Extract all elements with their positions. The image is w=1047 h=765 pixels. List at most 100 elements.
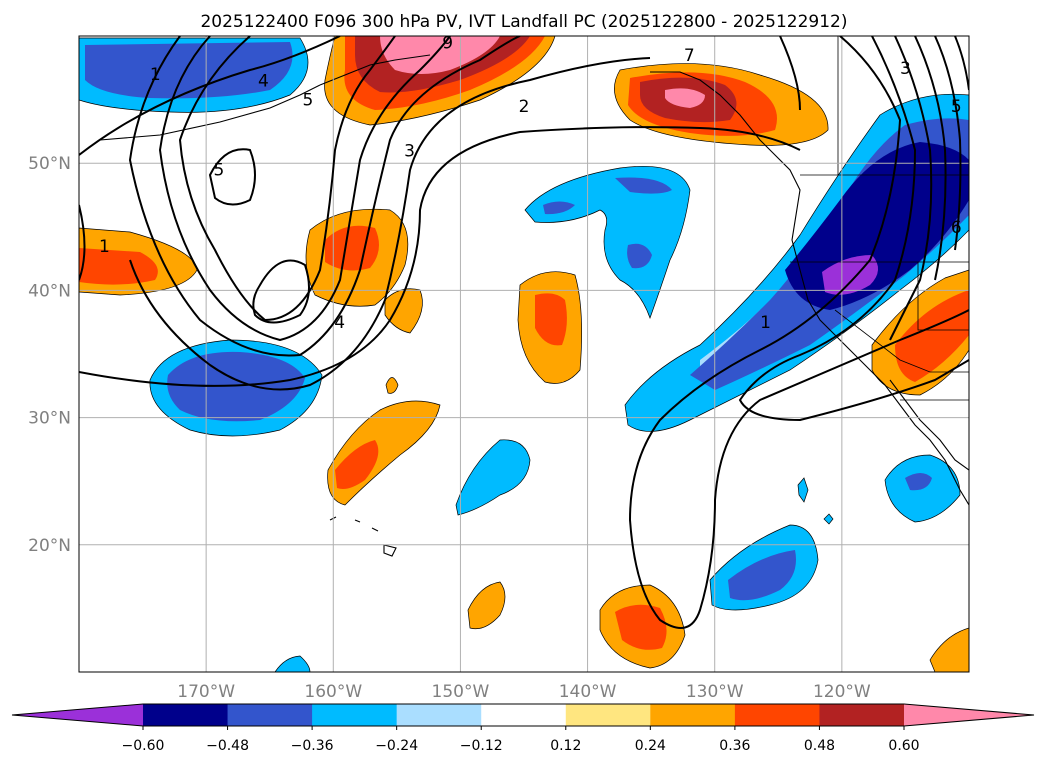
pv-contour bbox=[628, 36, 969, 629]
pv-contour bbox=[914, 36, 947, 281]
negative-anomaly-core bbox=[615, 177, 672, 194]
pv-contour bbox=[738, 36, 969, 422]
colorbar-tick-label: 0.12 bbox=[550, 738, 581, 754]
colorbar-extend-min bbox=[12, 704, 143, 726]
x-tick-label: 170°W bbox=[177, 682, 235, 702]
y-tick-label: 30°N bbox=[28, 409, 71, 429]
contour-label: 5 bbox=[951, 97, 962, 117]
contour-label: 1 bbox=[99, 237, 110, 257]
map-plot-area: 1 1 4 5 5 3 2 4 7 9 3 5 1 6 bbox=[79, 33, 969, 672]
positive-anomaly-region bbox=[929, 627, 969, 672]
negative-anomaly-region bbox=[823, 513, 834, 525]
colorbar-bin bbox=[565, 704, 651, 726]
y-tick-label: 40°N bbox=[28, 281, 71, 301]
colorbar: −0.60 −0.48 −0.36 −0.24 −0.12 0.12 0.24 0.36 0.4… bbox=[11, 703, 1035, 754]
colorbar-tick-label: −0.60 bbox=[122, 738, 165, 754]
x-tick-label: 160°W bbox=[304, 682, 362, 702]
positive-anomaly-region bbox=[384, 288, 423, 334]
colorbar-extend-max bbox=[904, 704, 1034, 726]
contour-label: 1 bbox=[760, 313, 771, 333]
positive-anomaly-mid bbox=[325, 225, 379, 271]
contour-labels: 1 1 4 5 5 3 2 4 7 9 3 5 1 6 bbox=[99, 33, 962, 333]
negative-anomaly-core bbox=[85, 42, 293, 99]
y-tick-label: 20°N bbox=[28, 536, 71, 556]
colorbar-tick-label: −0.48 bbox=[206, 738, 249, 754]
positive-anomaly-mid bbox=[335, 440, 379, 489]
shaded-fields bbox=[79, 36, 969, 672]
colorbar-bin bbox=[819, 704, 905, 726]
colorbar-bin bbox=[312, 704, 398, 726]
contour-label: 5 bbox=[213, 161, 224, 181]
negative-anomaly-peak bbox=[822, 255, 879, 295]
colorbar-bin bbox=[227, 704, 313, 726]
negative-anomaly-core bbox=[627, 243, 652, 269]
x-tick-label: 150°W bbox=[432, 682, 490, 702]
positive-anomaly-peak bbox=[665, 88, 705, 108]
contour-label: 9 bbox=[442, 33, 453, 53]
negative-anomaly-core bbox=[167, 351, 305, 422]
colorbar-tick-label: 0.48 bbox=[804, 738, 835, 754]
pv-contour bbox=[779, 36, 801, 111]
x-tick-label: 140°W bbox=[559, 682, 617, 702]
x-tick-label: 120°W bbox=[813, 682, 871, 702]
positive-anomaly-peak bbox=[380, 36, 500, 74]
pv-contour bbox=[129, 57, 651, 391]
pv-contour bbox=[79, 126, 801, 387]
contour-label: 5 bbox=[302, 91, 313, 111]
contour-label: 1 bbox=[150, 65, 161, 85]
positive-anomaly-mid bbox=[535, 293, 567, 346]
gulf-of-california-coast bbox=[889, 379, 969, 471]
pv-contour bbox=[954, 36, 969, 91]
negative-anomaly-core bbox=[905, 473, 932, 491]
pv-contours bbox=[79, 36, 969, 629]
north-america-coastline bbox=[650, 71, 969, 506]
pv-contour bbox=[79, 204, 86, 281]
axis-ticks: 170°W 160°W 150°W 140°W 130°W 120°W 50°N 40°N 30… bbox=[28, 154, 871, 702]
negative-anomaly-region bbox=[455, 439, 531, 516]
pv-contour bbox=[252, 259, 310, 324]
contour-label: 4 bbox=[258, 72, 269, 92]
colorbar-bin bbox=[396, 704, 482, 726]
contour-label: 7 bbox=[684, 46, 695, 66]
colorbar-bin bbox=[481, 704, 567, 726]
positive-anomaly-region bbox=[385, 377, 399, 394]
contour-label: 4 bbox=[334, 313, 345, 333]
coastlines bbox=[99, 54, 969, 557]
negative-anomaly-core bbox=[543, 201, 575, 215]
y-tick-label: 50°N bbox=[28, 154, 71, 174]
map-frame bbox=[78, 35, 970, 673]
positive-anomaly-mid bbox=[79, 248, 158, 285]
negative-anomaly-region bbox=[274, 655, 311, 672]
contour-label: 6 bbox=[951, 218, 962, 238]
colorbar-tick-label: −0.24 bbox=[375, 738, 418, 754]
aleutian-islands bbox=[99, 84, 321, 141]
alaska-coast bbox=[319, 54, 431, 86]
pv-contour bbox=[889, 36, 933, 341]
colorbar-tick-label: −0.36 bbox=[291, 738, 334, 754]
colorbar-bin bbox=[650, 704, 736, 726]
chart-title: 2025122400 F096 300 hPa PV, IVT Landfall… bbox=[200, 12, 847, 32]
negative-anomaly-region bbox=[797, 477, 809, 503]
pv-contour bbox=[934, 36, 962, 251]
contour-label: 3 bbox=[900, 59, 911, 79]
positive-anomaly-mid bbox=[895, 290, 969, 382]
pv-contour bbox=[208, 148, 256, 206]
colorbar-tick-label: 0.24 bbox=[635, 738, 666, 754]
pv-contour bbox=[128, 36, 521, 357]
contour-label: 3 bbox=[404, 141, 415, 161]
gridlines bbox=[79, 36, 969, 672]
pv-contour bbox=[79, 36, 341, 156]
colorbar-tick-label: −0.12 bbox=[460, 738, 503, 754]
contour-label: 2 bbox=[519, 97, 530, 117]
positive-anomaly-region bbox=[467, 581, 506, 630]
pv-contour bbox=[178, 36, 396, 322]
colorbar-bin bbox=[143, 704, 229, 726]
positive-anomaly-mid bbox=[615, 604, 667, 650]
pv-contour bbox=[158, 36, 451, 342]
x-tick-label: 130°W bbox=[686, 682, 744, 702]
colorbar-bin bbox=[734, 704, 820, 726]
colorbar-tick-label: 0.60 bbox=[888, 738, 919, 754]
negative-anomaly-core bbox=[728, 550, 796, 601]
colorbar-tick-label: 0.36 bbox=[719, 738, 750, 754]
